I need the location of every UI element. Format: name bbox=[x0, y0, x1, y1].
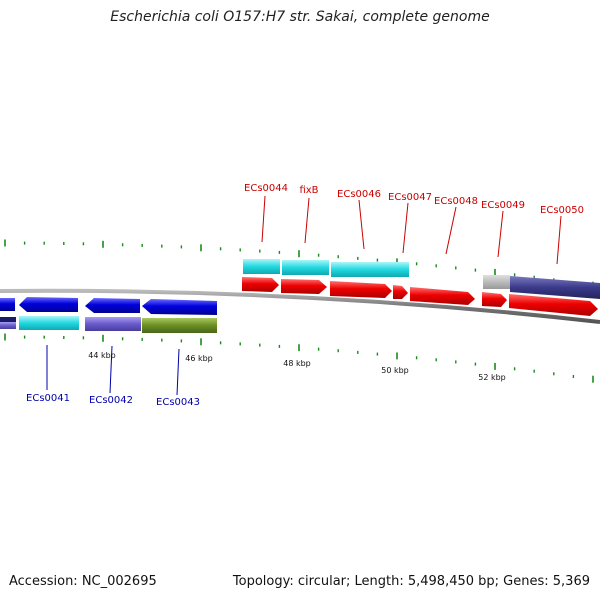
map-title: Escherichia coli O157:H7 str. Sakai, com… bbox=[110, 9, 490, 25]
scale-label: 50 kbp bbox=[381, 366, 409, 375]
gene-arrow-forward[interactable] bbox=[242, 277, 279, 292]
outer-tick-row bbox=[4, 239, 594, 289]
gene-arrow-forward[interactable] bbox=[509, 294, 598, 316]
gene-arrow-forward[interactable] bbox=[330, 281, 392, 298]
accession-label: Accession: NC_002695 bbox=[9, 574, 157, 589]
scale-labels: 44 kbp 46 kbp 48 kbp 50 kbp 52 kbp bbox=[88, 351, 506, 382]
scale-label: 44 kbp bbox=[88, 351, 116, 360]
gene-arrow-reverse[interactable] bbox=[142, 299, 217, 315]
gene-arrow-reverse[interactable] bbox=[85, 298, 140, 313]
feature-block[interactable] bbox=[85, 317, 141, 331]
gene-label[interactable]: ECs0047 bbox=[388, 192, 432, 203]
gene-label[interactable]: ECs0041 bbox=[26, 393, 70, 404]
scale-label: 46 kbp bbox=[185, 354, 213, 363]
feature-block bbox=[0, 317, 16, 323]
feature-block[interactable] bbox=[19, 316, 79, 330]
forward-gene-labels: ECs0044 fixB ECs0046 ECs0047 ECs0048 ECs… bbox=[244, 183, 584, 265]
gene-arrow-forward[interactable] bbox=[393, 285, 408, 299]
gene-arrow-reverse[interactable] bbox=[0, 298, 15, 311]
genome-backbone bbox=[0, 288, 600, 324]
gene-label[interactable]: fixB bbox=[299, 185, 318, 196]
gene-label[interactable]: ECs0046 bbox=[337, 189, 381, 200]
feature-block[interactable] bbox=[331, 262, 409, 277]
gene-label[interactable]: ECs0048 bbox=[434, 196, 478, 207]
feature-block[interactable] bbox=[282, 260, 329, 275]
scale-label: 48 kbp bbox=[283, 359, 311, 368]
gene-label[interactable]: ECs0042 bbox=[89, 395, 133, 406]
feature-block[interactable] bbox=[483, 275, 510, 289]
gene-label[interactable]: ECs0043 bbox=[156, 397, 200, 408]
gene-label[interactable]: ECs0044 bbox=[244, 183, 288, 194]
gene-arrow-forward[interactable] bbox=[410, 287, 475, 305]
scale-label: 52 kbp bbox=[478, 373, 506, 382]
feature-block[interactable] bbox=[142, 318, 217, 333]
gene-label[interactable]: ECs0050 bbox=[540, 205, 584, 216]
feature-block bbox=[0, 322, 16, 329]
feature-block[interactable] bbox=[510, 276, 600, 299]
genome-summary: Topology: circular; Length: 5,498,450 bp… bbox=[232, 574, 590, 589]
gene-arrow-forward[interactable] bbox=[482, 292, 507, 307]
gene-arrow-forward[interactable] bbox=[281, 279, 327, 294]
reverse-gene-labels: ECs0041 ECs0042 ECs0043 bbox=[26, 345, 200, 408]
inner-tick-row bbox=[4, 333, 594, 383]
reverse-strand-features bbox=[0, 297, 217, 333]
gene-label[interactable]: ECs0049 bbox=[481, 200, 525, 211]
forward-strand-features bbox=[242, 259, 600, 316]
gene-arrow-reverse[interactable] bbox=[19, 297, 78, 312]
feature-block[interactable] bbox=[243, 259, 280, 274]
